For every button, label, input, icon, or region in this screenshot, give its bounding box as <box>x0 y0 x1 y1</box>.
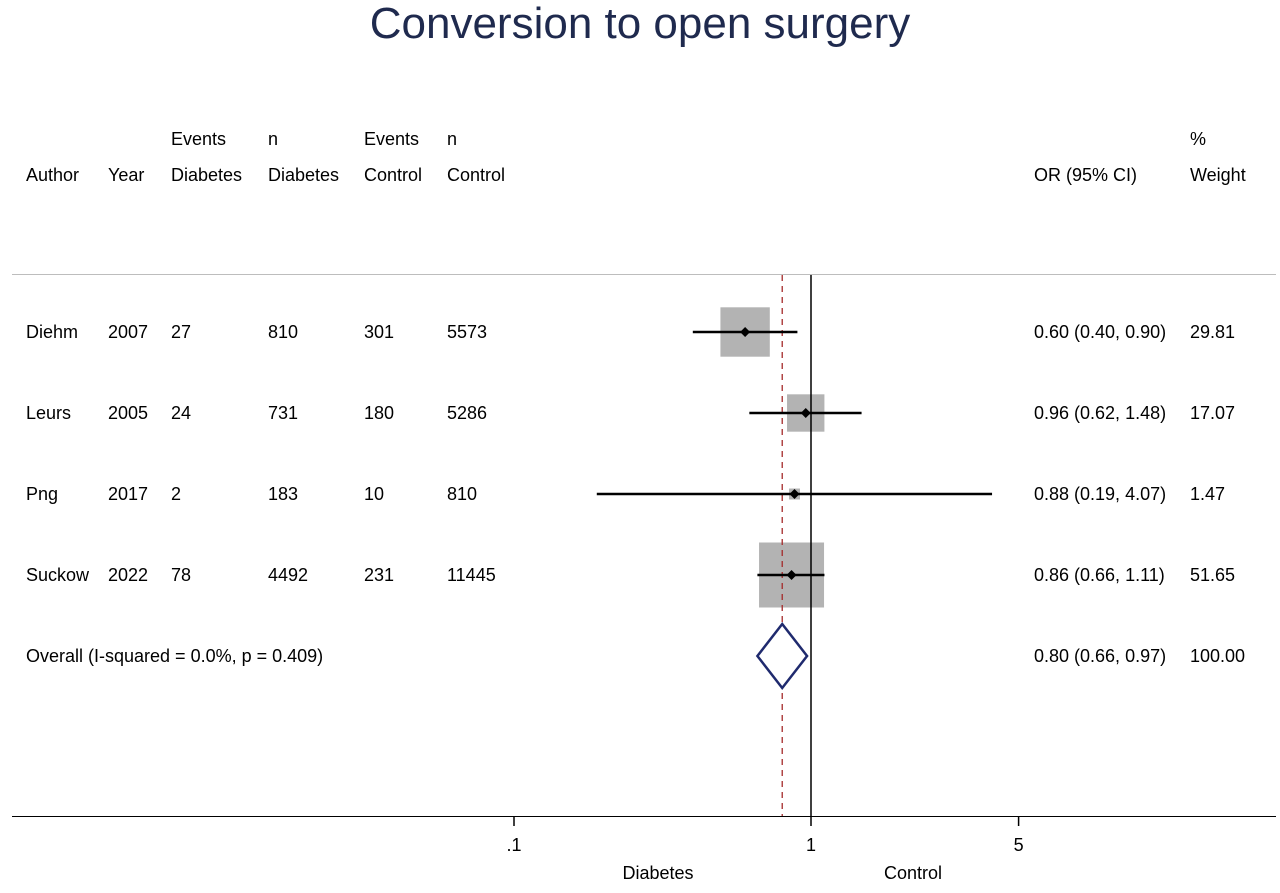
study-events_diabetes: 24 <box>171 403 192 423</box>
header-or_ci: OR (95% CI) <box>1034 165 1138 185</box>
study-weight: 29.81 <box>1190 322 1236 342</box>
study-or_ci: 0.86 (0.66, 1.11) <box>1034 565 1165 585</box>
overall-label: Overall (I-squared = 0.0%, p = 0.409) <box>26 646 324 666</box>
study-point-estimate <box>786 570 797 580</box>
study-point-estimate <box>800 408 811 418</box>
x-tick-label: 1 <box>805 835 817 855</box>
overall-diamond <box>755 621 809 691</box>
study-n_diabetes: 4492 <box>268 565 309 585</box>
chart-title: Conversion to open surgery <box>369 0 911 48</box>
header-n_control: Control <box>447 165 506 185</box>
study-author: Diehm <box>26 322 79 342</box>
study-n_diabetes: 810 <box>268 322 299 342</box>
header-weight: Weight <box>1190 165 1246 185</box>
x-tick-label: 5 <box>1013 835 1024 855</box>
header-divider <box>12 274 1276 275</box>
study-n_diabetes: 183 <box>268 484 299 504</box>
study-weight: 17.07 <box>1190 403 1236 423</box>
overall-weight: 100.00 <box>1190 646 1246 666</box>
header-weight-top: % <box>1190 129 1207 149</box>
study-year: 2017 <box>108 484 149 504</box>
x-axis-line <box>12 816 1276 817</box>
study-or_ci: 0.60 (0.40, 0.90) <box>1034 322 1167 342</box>
study-events_control: 301 <box>364 322 395 342</box>
study-events_diabetes: 2 <box>171 484 182 504</box>
study-events_control: 10 <box>364 484 385 504</box>
header-events_control: Control <box>364 165 423 185</box>
study-point-estimate <box>789 489 800 499</box>
study-events_control: 231 <box>364 565 395 585</box>
study-n_control: 11445 <box>447 565 496 585</box>
header-events_diabetes-top: Events <box>171 129 227 149</box>
study-or_ci: 0.88 (0.19, 4.07) <box>1034 484 1167 504</box>
study-year: 2007 <box>108 322 149 342</box>
header-year: Year <box>108 165 145 185</box>
study-author: Suckow <box>26 565 90 585</box>
study-n_control: 5286 <box>447 403 488 423</box>
study-point-estimate <box>740 327 751 337</box>
overall-or-ci: 0.80 (0.66, 0.97) <box>1034 646 1167 666</box>
study-n_control: 5573 <box>447 322 488 342</box>
study-weight: 51.65 <box>1190 565 1236 585</box>
study-author: Leurs <box>26 403 72 423</box>
study-events_diabetes: 27 <box>171 322 192 342</box>
header-n_control-top: n <box>447 129 458 149</box>
study-author: Png <box>26 484 59 504</box>
header-author: Author <box>26 165 80 185</box>
x-side-label-right: Control <box>883 863 943 883</box>
header-n_diabetes: Diabetes <box>268 165 340 185</box>
header-n_diabetes-top: n <box>268 129 279 149</box>
study-events_control: 180 <box>364 403 395 423</box>
study-weight: 1.47 <box>1190 484 1226 504</box>
x-side-label-left: Diabetes <box>622 863 694 883</box>
study-year: 2005 <box>108 403 149 423</box>
study-year: 2022 <box>108 565 149 585</box>
header-events_diabetes: Diabetes <box>171 165 243 185</box>
study-n_diabetes: 731 <box>268 403 299 423</box>
study-n_control: 810 <box>447 484 478 504</box>
study-events_diabetes: 78 <box>171 565 192 585</box>
x-tick-label: .1 <box>506 835 522 855</box>
study-or_ci: 0.96 (0.62, 1.48) <box>1034 403 1167 423</box>
header-events_control-top: Events <box>364 129 420 149</box>
